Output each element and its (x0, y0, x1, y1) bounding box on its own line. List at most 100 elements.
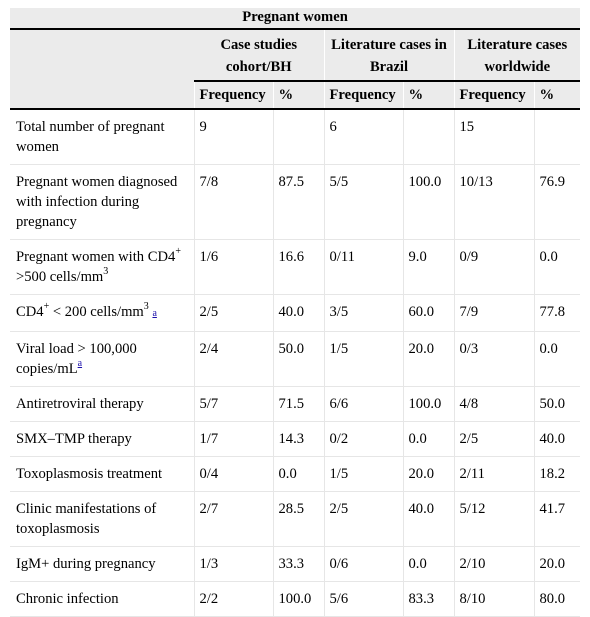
group-header-literature-brazil: Literature cases in Brazil (324, 29, 455, 82)
label-text: Pregnant women with CD4 (16, 249, 176, 265)
cell: 2/5 (454, 421, 535, 457)
cell: 16.6 (273, 239, 325, 295)
cell: 20.0 (403, 456, 455, 492)
cell: 2/2 (194, 581, 274, 617)
cell: 2/10 (454, 546, 535, 582)
row-label: Viral load > 100,000 copies/mLa (10, 331, 195, 387)
cell: 40.0 (403, 491, 455, 547)
row-label: Pregnant women diagnosed with infection … (10, 164, 195, 240)
cell: 6 (324, 109, 404, 165)
cell: 100.0 (273, 581, 325, 617)
row-label: Clinic manifestations of toxoplasmosis (10, 491, 195, 547)
cell: 0/4 (194, 456, 274, 492)
cell: 1/5 (324, 456, 404, 492)
cell (273, 109, 325, 165)
label-text: < 200 cells/mm (49, 304, 144, 320)
cell: 50.0 (273, 331, 325, 387)
cell: 15 (454, 109, 535, 165)
cell: 0/6 (324, 546, 404, 582)
cell: 10/13 (454, 164, 535, 240)
cell: 1/7 (194, 421, 274, 457)
row-label: Toxoplasmosis treatment (10, 456, 195, 492)
group-header-line: cohort/BH (225, 59, 292, 75)
cell: 9.0 (403, 239, 455, 295)
cell: 100.0 (403, 386, 455, 422)
cell: 18.2 (534, 456, 581, 492)
cell: 40.0 (273, 294, 325, 332)
cell: 8/10 (454, 581, 535, 617)
subheader-percent: % (534, 81, 581, 110)
cell: 2/11 (454, 456, 535, 492)
cell: 41.7 (534, 491, 581, 547)
cell: 6/6 (324, 386, 404, 422)
superscript: + (175, 246, 181, 258)
cell (534, 109, 581, 165)
cell: 0/3 (454, 331, 535, 387)
cell: 9 (194, 109, 274, 165)
label-text: Viral load > 100,000 copies/mL (16, 341, 137, 377)
cell: 14.3 (273, 421, 325, 457)
cell: 20.0 (534, 546, 581, 582)
cell: 71.5 (273, 386, 325, 422)
cell: 0.0 (273, 456, 325, 492)
subheader-blank-cell (10, 81, 195, 110)
group-header-line: Case studies (220, 37, 298, 53)
footnote-link[interactable]: a (152, 308, 157, 319)
cell: 5/5 (324, 164, 404, 240)
cell: 7/9 (454, 294, 535, 332)
cell: 20.0 (403, 331, 455, 387)
superscript: 3 (103, 266, 109, 278)
pregnant-women-table: Pregnant women Case studies cohort/BH Li… (10, 8, 581, 617)
cell: 2/5 (194, 294, 274, 332)
cell: 0/2 (324, 421, 404, 457)
subheader-percent: % (273, 81, 325, 110)
table-row: Pregnant women diagnosed with infection … (10, 164, 581, 240)
cell: 1/5 (324, 331, 404, 387)
footnote-link[interactable]: a (77, 358, 83, 370)
group-header-line: Literature cases in (331, 37, 447, 53)
superscript: 3 (143, 301, 149, 313)
cell: 5/6 (324, 581, 404, 617)
row-label: Pregnant women with CD4+ >500 cells/mm3 (10, 239, 195, 295)
label-text: CD4 (16, 304, 44, 320)
group-header-line: Literature cases (467, 37, 568, 53)
cell: 0.0 (534, 239, 581, 295)
cell: 5/12 (454, 491, 535, 547)
row-label: CD4+ < 200 cells/mm3 a (10, 294, 195, 332)
table-row: Toxoplasmosis treatment 0/4 0.0 1/5 20.0… (10, 456, 581, 492)
row-label: Chronic infection (10, 581, 195, 617)
table-row: CD4+ < 200 cells/mm3 a 2/5 40.0 3/5 60.0… (10, 294, 581, 332)
superscript: + (43, 301, 50, 313)
group-header-line: Brazil (369, 59, 409, 75)
cell: 2/5 (324, 491, 404, 547)
cell: 2/4 (194, 331, 274, 387)
table-row: Chronic infection 2/2 100.0 5/6 83.3 8/1… (10, 581, 581, 617)
cell: 33.3 (273, 546, 325, 582)
cell: 1/6 (194, 239, 274, 295)
cell: 0/11 (324, 239, 404, 295)
cell: 7/8 (194, 164, 274, 240)
cell: 50.0 (534, 386, 581, 422)
pregnant-women-table-container: Pregnant women Case studies cohort/BH Li… (10, 8, 581, 617)
table-row: Total number of pregnant women 9 6 15 (10, 109, 581, 165)
subheader-frequency: Frequency (324, 81, 404, 110)
cell: 0/9 (454, 239, 535, 295)
row-label: IgM+ during pregnancy (10, 546, 195, 582)
cell: 83.3 (403, 581, 455, 617)
cell: 0.0 (403, 546, 455, 582)
table-row: Clinic manifestations of toxoplasmosis 2… (10, 491, 581, 547)
cell: 40.0 (534, 421, 581, 457)
group-header-line: worldwide (484, 59, 551, 75)
group-header-literature-worldwide: Literature cases worldwide (454, 29, 581, 82)
row-label: SMX–TMP therapy (10, 421, 195, 457)
cell: 4/8 (454, 386, 535, 422)
table-row: IgM+ during pregnancy 1/3 33.3 0/6 0.0 2… (10, 546, 581, 582)
cell: 0.0 (534, 331, 581, 387)
table-row: SMX–TMP therapy 1/7 14.3 0/2 0.0 2/5 40.… (10, 421, 581, 457)
cell: 28.5 (273, 491, 325, 547)
subheader-frequency: Frequency (454, 81, 535, 110)
table-row: Antiretroviral therapy 5/7 71.5 6/6 100.… (10, 386, 581, 422)
cell: 2/7 (194, 491, 274, 547)
cell (403, 109, 455, 165)
subheader-percent: % (403, 81, 455, 110)
